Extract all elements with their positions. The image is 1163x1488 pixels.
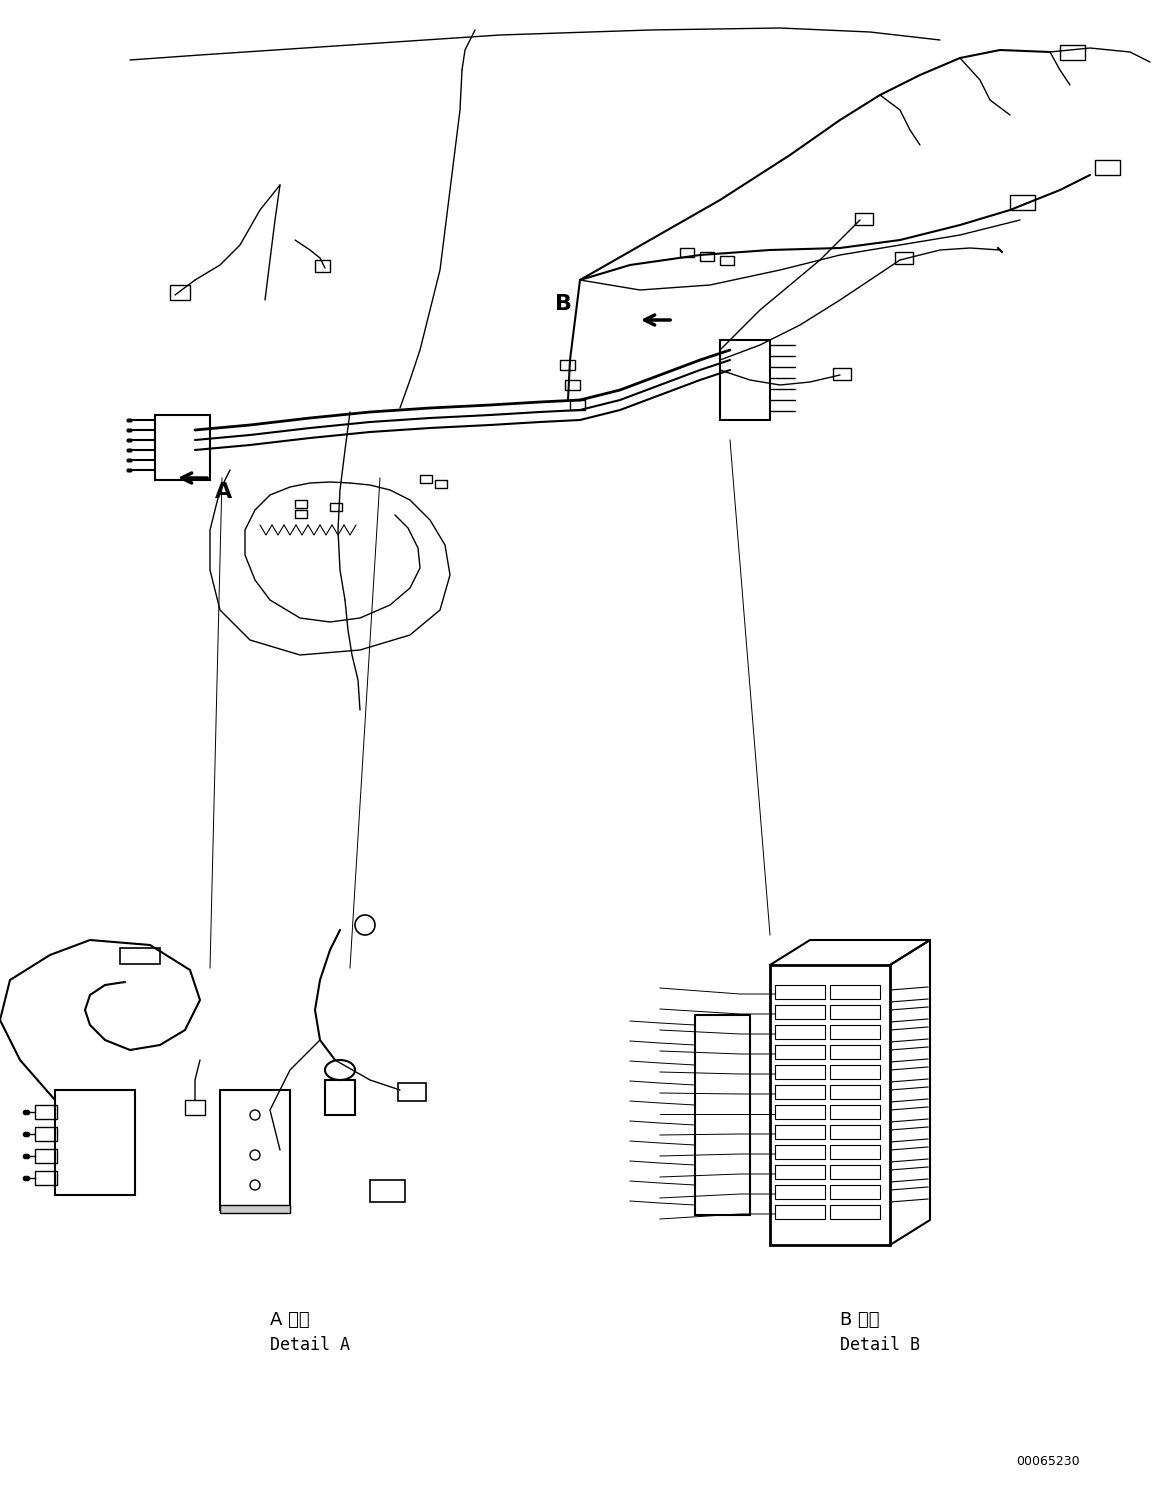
Text: A: A <box>215 482 233 501</box>
Bar <box>700 251 714 260</box>
Bar <box>220 1091 290 1210</box>
Bar <box>570 400 585 411</box>
Bar <box>775 1106 825 1119</box>
Bar <box>720 256 734 265</box>
Bar <box>565 379 580 390</box>
Bar <box>35 1149 57 1164</box>
Text: B 詳細: B 詳細 <box>840 1311 879 1329</box>
Bar <box>370 1180 405 1202</box>
Bar <box>830 1106 880 1119</box>
Text: 00065230: 00065230 <box>1016 1455 1080 1469</box>
Bar <box>420 475 431 484</box>
Bar <box>155 415 211 481</box>
Text: A 詳細: A 詳細 <box>270 1311 309 1329</box>
Bar <box>330 503 342 510</box>
Bar <box>315 260 330 272</box>
Bar <box>435 481 447 488</box>
Bar <box>398 1083 426 1101</box>
Bar <box>830 1085 880 1100</box>
Bar <box>1059 45 1085 60</box>
Bar <box>35 1106 57 1119</box>
Bar <box>775 1004 825 1019</box>
Bar <box>830 1165 880 1178</box>
Bar <box>833 368 851 379</box>
Bar <box>830 1045 880 1059</box>
Bar <box>695 1015 750 1216</box>
Bar <box>1009 195 1035 210</box>
Bar <box>830 1025 880 1039</box>
Bar <box>775 1065 825 1079</box>
Bar <box>295 510 307 518</box>
Bar <box>680 248 694 257</box>
Bar <box>35 1171 57 1184</box>
Bar <box>1096 161 1120 176</box>
Bar <box>775 1045 825 1059</box>
Bar <box>324 1080 355 1115</box>
Bar <box>896 251 913 263</box>
Bar <box>830 1184 880 1199</box>
Bar <box>775 1125 825 1138</box>
Bar <box>775 1165 825 1178</box>
Text: Detail B: Detail B <box>840 1336 920 1354</box>
Bar <box>55 1091 135 1195</box>
Bar <box>830 1004 880 1019</box>
Bar <box>770 966 890 1245</box>
Bar <box>295 500 307 507</box>
Text: Detail A: Detail A <box>270 1336 350 1354</box>
Bar <box>830 1125 880 1138</box>
Bar <box>830 1205 880 1219</box>
Bar <box>830 1144 880 1159</box>
Bar <box>775 1205 825 1219</box>
Bar <box>775 1025 825 1039</box>
Bar <box>775 1144 825 1159</box>
Bar <box>120 948 160 964</box>
Bar <box>185 1100 205 1115</box>
Bar <box>775 985 825 998</box>
Bar <box>35 1126 57 1141</box>
Bar <box>775 1085 825 1100</box>
Bar <box>830 1065 880 1079</box>
Bar <box>170 286 190 301</box>
Bar <box>775 1184 825 1199</box>
Bar <box>220 1205 290 1213</box>
Bar <box>720 339 770 420</box>
Bar <box>855 213 873 225</box>
Bar <box>561 360 575 371</box>
Bar <box>830 985 880 998</box>
Text: B: B <box>555 295 572 314</box>
